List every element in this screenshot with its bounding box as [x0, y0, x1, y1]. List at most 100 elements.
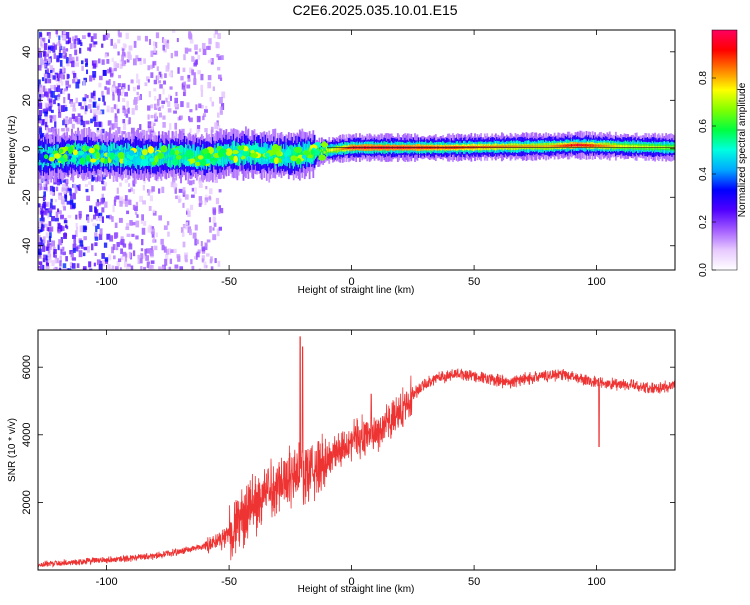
spectrogram-band-cell [537, 145, 540, 148]
spectrogram-noise-cell [113, 61, 117, 68]
spectrogram-noise-cell [60, 199, 65, 205]
spectrogram-noise-cell [94, 236, 99, 241]
spectrogram-noise-cell [57, 96, 60, 101]
spectrogram-noise-cell [73, 247, 76, 253]
spectrogram-noise-cell [170, 181, 175, 188]
spectrogram-noise-cell [111, 123, 115, 130]
x-tick-label: -50 [221, 576, 237, 588]
spectrogram-blob [206, 152, 211, 159]
spectrogram-noise-cell [122, 43, 126, 51]
spectrogram-noise-cell [53, 254, 57, 258]
spectrogram-noise-cell [96, 105, 100, 111]
spectrogram-noise-cell [39, 84, 43, 91]
spectrogram-band-cell [151, 153, 154, 157]
spectrogram-noise-cell [86, 94, 89, 99]
spectrogram-noise-cell [196, 124, 201, 129]
spectrogram-noise-cell [85, 120, 90, 125]
spectrogram-band-cell [248, 145, 251, 158]
spectrogram-noise-cell [200, 73, 204, 81]
spectrogram-band-cell [100, 153, 103, 158]
spectrogram-noise-cell [180, 227, 184, 233]
spectrogram-noise-cell [75, 214, 78, 220]
spectrogram-noise-cell [189, 39, 194, 44]
spectrogram-noise-cell [92, 116, 96, 122]
spectrogram-band-cell [513, 145, 516, 148]
spectrogram-band-cell [518, 145, 521, 148]
spectrogram-band-cell [330, 148, 333, 152]
spectrogram-noise-cell [54, 187, 57, 191]
spectrogram-noise-cell [40, 211, 43, 215]
x-tick-label: 100 [587, 576, 605, 588]
spectrogram-noise-cell [78, 210, 82, 216]
spectrogram-noise-cell [184, 226, 188, 230]
spectrogram-band-cell [567, 144, 570, 148]
spectrogram-noise-cell [187, 78, 191, 82]
spectrogram-noise-cell [119, 200, 123, 207]
spectrogram-band-cell [319, 149, 322, 152]
spectrogram-noise-cell [151, 186, 155, 192]
spectrogram-noise-cell [150, 72, 154, 78]
spectrogram-band-cell [564, 144, 567, 147]
spectrogram-noise-cell [127, 84, 130, 91]
spectrogram-band-cell [322, 148, 325, 151]
spectrogram-band-cell [613, 144, 616, 148]
spectrogram-noise-cell [166, 43, 170, 50]
spectrogram-noise-cell [147, 105, 151, 111]
spectrogram-noise-cell [140, 266, 143, 270]
spectrogram-noise-cell [58, 239, 62, 246]
spectrogram-noise-cell [122, 87, 125, 94]
y-tick-label: 6000 [21, 355, 33, 379]
spectrogram-blob [277, 158, 283, 164]
spectrogram-noise-cell [206, 253, 210, 257]
spectrogram-noise-cell [49, 232, 52, 238]
spectrogram-band-cell [300, 151, 302, 156]
spectrogram-noise-cell [96, 103, 100, 108]
spectrogram-noise-cell [58, 195, 62, 200]
spectrogram-noise-cell [164, 253, 169, 260]
spectrogram-noise-cell [72, 79, 76, 84]
spectrogram-band-cell [599, 144, 601, 147]
spectrogram-band-cell [499, 145, 502, 149]
spectrogram-noise-cell [139, 124, 142, 131]
spectrogram-band-cell [492, 145, 495, 149]
spectrogram-band-cell [535, 145, 538, 148]
spectrogram-band-cell [645, 145, 648, 149]
spectrogram-noise-cell [59, 177, 63, 185]
spectrogram-noise-cell [48, 128, 52, 133]
spectrogram-blob [95, 151, 100, 159]
spectrogram-noise-cell [71, 202, 76, 209]
snr-frame [37, 329, 676, 571]
spectrogram-noise-cell [158, 266, 161, 270]
spectrogram-noise-cell [38, 115, 42, 121]
spectrogram-noise-cell [174, 50, 179, 57]
spectrogram-noise-cell [160, 238, 164, 245]
spectrogram-noise-cell [58, 78, 62, 83]
spectrogram-noise-cell [47, 213, 50, 219]
spectrogram-noise-cell [57, 210, 62, 215]
spectrogram-noise-cell [84, 93, 88, 98]
spectrogram-noise-cell [174, 187, 177, 194]
spectrogram-noise-cell [58, 109, 61, 113]
spectrogram-noise-cell [95, 225, 98, 233]
spectrogram-noise-cell [38, 102, 43, 110]
spectrogram-noise-cell [122, 251, 127, 257]
spectrogram-blob [102, 145, 107, 152]
spectrogram-noise-cell [198, 183, 203, 188]
spectrogram-noise-cell [128, 189, 131, 193]
spectrogram-band-cell [519, 145, 522, 148]
spectrogram-noise-cell [190, 204, 194, 211]
spectrogram-noise-cell [181, 132, 185, 138]
spectrogram-band-cell [508, 145, 511, 149]
spectrogram-noise-cell [130, 127, 135, 135]
spectrogram-blob [154, 155, 159, 163]
spectrogram-noise-cell [175, 195, 179, 200]
spectrogram-band-cell [320, 152, 323, 155]
spectrogram-noise-cell [94, 232, 98, 239]
spectrogram-band-cell [528, 145, 530, 148]
spectrogram-noise-cell [121, 83, 126, 89]
spectrogram-band-cell [137, 151, 140, 157]
x-tick-label: -100 [96, 576, 118, 588]
spectrogram-noise-cell [87, 216, 90, 224]
y-tick-label: 40 [21, 46, 33, 58]
spectrogram-noise-cell [56, 55, 60, 62]
